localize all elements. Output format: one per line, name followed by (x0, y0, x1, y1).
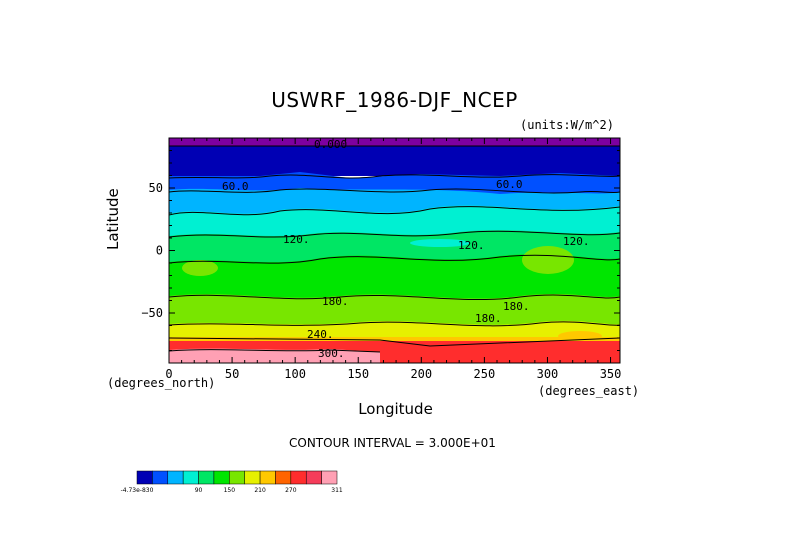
contour-label-120a: 120. (283, 233, 310, 246)
colorbar-swatch (259, 470, 276, 485)
patch-africa (182, 260, 218, 276)
colorbar-swatch (198, 470, 215, 485)
colorbar-swatch (244, 470, 261, 485)
band-pink (169, 348, 380, 363)
patch-n90 (410, 239, 470, 247)
band-30 (169, 146, 620, 176)
y-tick-label: −50 (141, 306, 163, 320)
contour-label-60b: 60.0 (496, 178, 523, 191)
colorbar-swatch (182, 470, 199, 485)
contour-label-300: 300. (318, 347, 345, 360)
colorbar-swatch (321, 470, 338, 485)
contour-label-120b: 120. (458, 239, 485, 252)
band-180 (169, 254, 620, 300)
colorbar-swatch (167, 470, 184, 485)
y-axis-label: Latitude (104, 188, 122, 250)
band-0 (169, 138, 620, 146)
contour-line-150 (169, 230, 620, 238)
contour-line-90 (169, 188, 620, 194)
colorbar-swatch (305, 470, 322, 485)
colorbar-label: 90 (195, 487, 203, 494)
contour-label-180c: 180. (475, 312, 502, 325)
band-240 (169, 320, 620, 342)
contour-field (169, 138, 620, 363)
colorbar-label: 150 (224, 487, 236, 494)
x-tick-label: 300 (537, 367, 559, 381)
contour-label-0: 0.000 (314, 138, 347, 151)
contour-label-120c: 120. (563, 235, 590, 248)
x-axis-label: Longitude (358, 400, 433, 418)
colorbar-swatch (229, 470, 245, 485)
colorbar-swatch (213, 470, 230, 485)
contour-label-240: 240. (307, 328, 334, 341)
patch-atlantic (558, 331, 602, 341)
x-tick-label: 200 (410, 367, 432, 381)
x-tick-label: 350 (600, 367, 622, 381)
contour-label-180b: 180. (503, 300, 530, 313)
y-axis-units: (degrees_east) (538, 384, 640, 398)
y-tick-label: 50 (149, 181, 163, 195)
x-tick-label: 250 (474, 367, 496, 381)
x-tick-label: 50 (225, 367, 239, 381)
x-tick-label: 100 (284, 367, 306, 381)
x-tick-label: 0 (165, 367, 172, 381)
band-210 (169, 294, 620, 330)
colorbar-label: 210 (254, 487, 266, 494)
colorbar-label: 311 (331, 487, 343, 494)
patch-n60 (242, 199, 282, 211)
colorbar-label: -4.73e-830 (121, 487, 154, 494)
contour-line-60 (169, 174, 620, 179)
band-300-east (380, 344, 430, 363)
y-tick-label: 0 (156, 244, 163, 258)
chart-title: USWRF_1986-DJF_NCEP (271, 88, 518, 112)
x-axis-units: (degrees_north) (107, 376, 216, 390)
colorbar-swatch (290, 470, 307, 485)
x-tick-label: 150 (347, 367, 369, 381)
colorbar-swatch (152, 470, 169, 485)
contour-line-240 (169, 321, 620, 327)
contour-interval-label: CONTOUR INTERVAL = 3.000E+01 (289, 436, 496, 450)
colorbar-swatch (275, 470, 292, 485)
patch-east-pacific (522, 246, 574, 274)
contour-line-300 (169, 349, 381, 353)
contour-line-270 (169, 337, 620, 347)
colorbar-label: 270 (285, 487, 297, 494)
contour-label-180a: 180. (322, 295, 349, 308)
contour-label-60a: 60.0 (222, 180, 249, 193)
colorbar-swatch (136, 470, 153, 485)
units-label: (units:W/m^2) (520, 118, 614, 132)
contour-line-180 (169, 254, 620, 264)
contour-line-210 (169, 294, 620, 301)
colorbar (136, 470, 338, 485)
contour-line-120 (169, 206, 620, 216)
